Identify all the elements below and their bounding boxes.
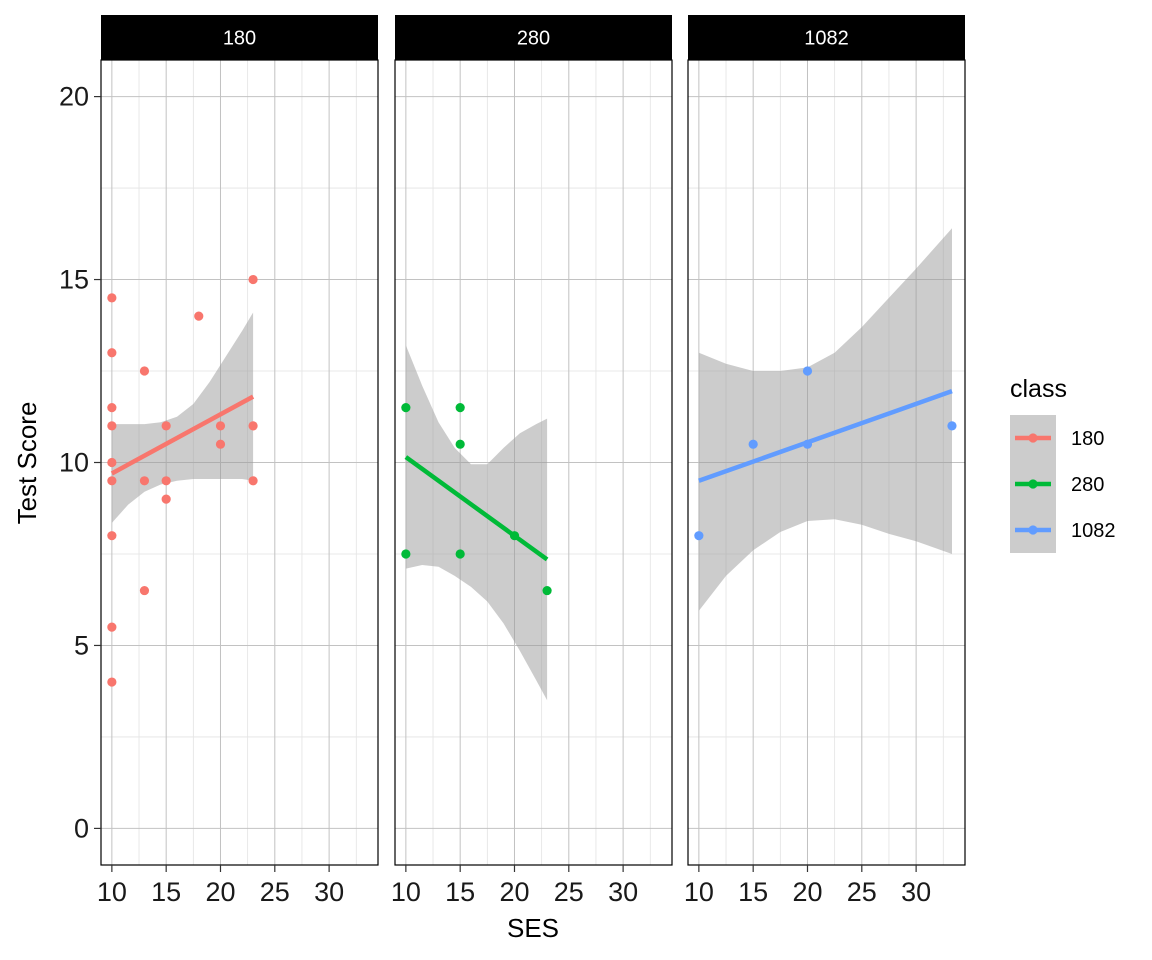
data-point [542,585,552,596]
legend-entry-280: 280 [1010,461,1104,507]
data-point [694,531,704,541]
data-point [248,421,258,431]
facet-strip-label: 280 [517,28,550,50]
x-tick-label: 10 [391,877,421,907]
data-point [107,457,117,468]
data-point [107,677,117,687]
x-tick-label: 20 [792,877,822,907]
x-tick-label: 15 [151,877,181,907]
x-tick-label: 25 [260,877,290,907]
regression-line [698,389,953,483]
y-tick-label: 10 [59,448,89,478]
data-point [401,403,411,413]
legend-entry-180: 180 [1010,415,1104,461]
confidence-band [111,312,254,523]
data-point [139,476,150,486]
data-point [139,366,150,376]
x-tick-label: 30 [314,877,344,907]
legend-label: 1082 [1071,520,1116,542]
facet-panel-180: 180 10 15 20 25 30 [97,15,379,907]
y-tick-label: 15 [59,265,89,295]
data-point [215,421,226,431]
x-tick-label: 10 [97,877,127,907]
data-point [161,494,171,504]
data-point [248,274,258,285]
y-tick-label: 0 [74,813,89,843]
data-point [215,439,226,449]
regression-line [404,455,549,562]
data-point [455,403,465,413]
data-point [107,531,117,541]
y-tick-label: 20 [59,82,89,112]
confidence-band [698,228,952,611]
legend-entry-1082: 1082 [1010,507,1116,553]
y-axis-title: Test Score [12,402,42,525]
data-point [455,549,465,559]
data-point [107,348,117,358]
x-tick-label: 20 [205,877,235,907]
legend: class 180 280 1082 [1010,375,1116,553]
x-tick-label: 25 [847,877,877,907]
x-tick-label: 10 [684,877,714,907]
facet-panel-1082: 1082 10 15 20 25 30 [684,15,966,907]
data-point [401,549,411,559]
facet-strip [101,15,378,60]
facet-strip-label: 180 [223,28,256,50]
x-tick-label: 30 [608,877,638,907]
regression-line [110,394,255,476]
x-tick-label: 15 [445,877,475,907]
legend-title: class [1010,375,1067,403]
facet-strip [688,15,965,60]
data-point [455,439,465,449]
y-axis: 0 5 10 15 20 [59,82,101,843]
data-point [802,366,813,376]
facet-strip-label: 1082 [804,28,849,50]
x-tick-label: 25 [554,877,584,907]
x-tick-label: 15 [738,877,768,907]
data-point [107,403,117,413]
data-point [107,293,117,303]
data-point [161,421,171,431]
x-tick-label: 30 [901,877,931,907]
legend-key-point [1028,525,1038,535]
y-tick-label: 5 [74,630,89,660]
data-point [748,439,758,449]
data-point [161,476,171,486]
legend-key-point [1028,479,1038,489]
legend-label: 280 [1071,474,1104,496]
x-axis-title: SES [507,913,559,943]
data-point [107,421,117,431]
legend-key-point [1028,433,1038,443]
data-point [947,421,957,431]
data-point [248,476,258,486]
x-tick-label: 20 [499,877,529,907]
legend-label: 180 [1071,428,1104,450]
data-point [139,585,150,596]
facet-panels: 180 10 15 20 25 30 280 10 15 20 25 30 1082 10 15 20 25 30 [97,15,966,907]
data-point [107,476,117,486]
facet-panel-280: 280 10 15 20 25 30 [391,15,673,907]
confidence-band [405,345,548,701]
data-point [194,311,204,321]
facet-strip [395,15,672,60]
data-point [107,622,117,632]
